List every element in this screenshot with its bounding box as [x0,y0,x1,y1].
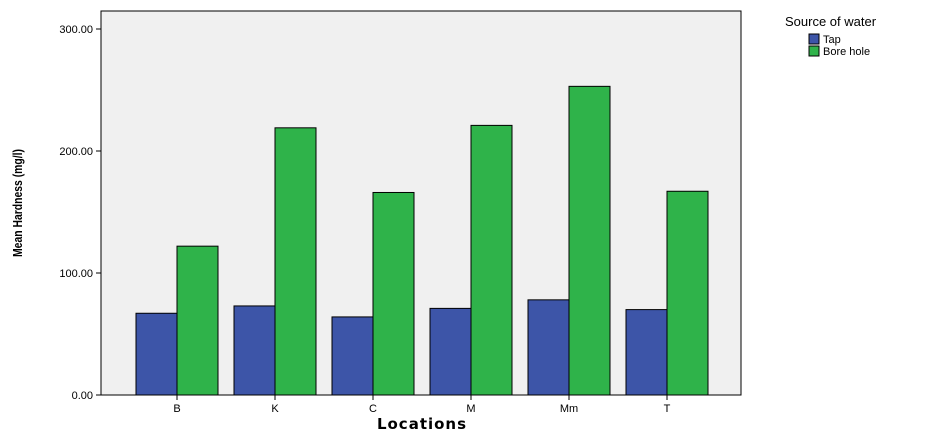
legend-swatch-bore-hole [808,45,820,57]
bar-tap [429,307,472,396]
x-tick-label: M [466,403,475,415]
bar-bore-hole [274,127,317,396]
bar-tap [625,309,668,396]
x-tick-label: Mm [560,403,578,415]
bar-tap [331,316,374,396]
y-tick-label: 200.00 [59,146,93,158]
legend: Source of water Tap Bore hole [785,14,877,58]
bar-bore-hole [666,190,709,396]
y-axis: 0.00 100.00 200.00 300.00 [59,24,101,402]
x-tick-label: K [271,403,279,415]
legend-swatch-tap [808,33,820,45]
y-axis-title: Mean Hardness (mg/l) [11,149,25,257]
legend-title: Source of water [785,14,877,29]
x-tick-label: T [664,403,671,415]
x-tick-label: B [173,403,180,415]
x-tick-label: C [369,403,377,415]
bar-bore-hole [176,245,219,396]
x-axis-title: Locations [377,415,467,433]
bar-bore-hole [568,85,611,396]
x-axis: B K C M Mm T [173,395,671,415]
y-tick-label: 100.00 [59,268,93,280]
bar-tap [135,312,178,396]
y-tick-label: 0.00 [72,390,93,402]
bar-tap [233,305,276,396]
bar-bore-hole [372,191,415,396]
y-tick-label: 300.00 [59,24,93,36]
legend-label-tap: Tap [823,34,841,46]
bars-group [135,85,709,396]
bar-tap [527,299,570,396]
bar-bore-hole [470,124,513,396]
legend-label-bore-hole: Bore hole [823,46,870,58]
